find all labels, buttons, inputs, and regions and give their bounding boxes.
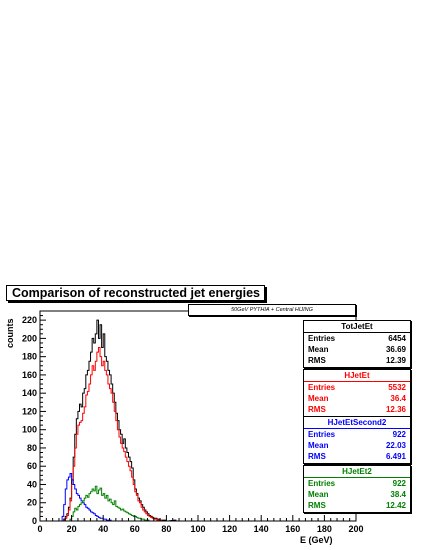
stats-header: HJetEt <box>304 370 410 382</box>
stats-entries-label: Entries <box>308 334 336 343</box>
stats-rms-value: 12.36 <box>385 405 406 414</box>
stats-header: HJetEtSecond2 <box>304 417 410 429</box>
y-axis-label: counts <box>5 318 15 348</box>
stats-entries-value: 6454 <box>388 334 406 343</box>
stats-box-totjetet: TotJetEt Entries 6454 Mean 36.69 RMS 12.39 <box>303 320 411 368</box>
y-tick-label: 20 <box>27 498 37 508</box>
stats-rms-value: 12.42 <box>385 501 406 510</box>
stats-mean-label: Mean <box>308 345 329 354</box>
stats-rms-value: 12.39 <box>385 356 406 365</box>
stats-box-hjetet: HJetEt Entries 5532 Mean 36.4 RMS 12.36 <box>303 369 411 417</box>
y-tick-label: 220 <box>22 315 37 325</box>
chart-title: Comparison of reconstructed jet energies <box>6 285 265 301</box>
stats-entries-value: 5532 <box>388 383 406 392</box>
stats-entries-label: Entries <box>308 383 336 392</box>
stats-header: TotJetEt <box>304 321 410 333</box>
x-tick-label: 0 <box>37 524 42 534</box>
stats-rms-label: RMS <box>308 501 326 510</box>
y-tick-label: 80 <box>27 443 37 453</box>
y-tick-label: 160 <box>22 370 37 380</box>
stats-mean-value: 36.69 <box>385 345 406 354</box>
stats-box-hjetetsecond2: HJetEtSecond2 Entries 922 Mean 22.03 RMS 6.… <box>303 416 411 464</box>
histogram-hjetet2 <box>68 485 151 522</box>
y-tick-label: 40 <box>27 479 37 489</box>
x-tick-label: 40 <box>98 524 108 534</box>
stats-rms-label: RMS <box>308 405 326 414</box>
histogram-totjetet <box>58 319 178 522</box>
stats-entries-value: 922 <box>392 479 406 488</box>
stats-mean-label: Mean <box>308 394 329 403</box>
y-tick-label: 200 <box>22 333 37 343</box>
x-tick-label: 120 <box>222 524 237 534</box>
stats-entries-label: Entries <box>308 479 336 488</box>
stats-mean-label: Mean <box>308 441 329 450</box>
stats-mean-value: 22.03 <box>385 441 406 450</box>
stats-entries-value: 922 <box>392 430 406 439</box>
x-axis-label: E (GeV) <box>300 535 333 545</box>
stats-entries-label: Entries <box>308 430 336 439</box>
stats-rms-label: RMS <box>308 356 326 365</box>
x-tick-label: 180 <box>317 524 332 534</box>
y-tick-label: 60 <box>27 461 37 471</box>
x-tick-label: 140 <box>254 524 269 534</box>
chart-subtitle: 50GeV PYTHIA + Central HIJING <box>188 304 356 316</box>
stats-rms-value: 6.491 <box>385 452 406 461</box>
x-tick-label: 20 <box>67 524 77 534</box>
x-tick-label: 200 <box>348 524 363 534</box>
stats-mean-value: 38.4 <box>390 490 406 499</box>
y-tick-label: 180 <box>22 352 37 362</box>
x-tick-label: 160 <box>285 524 300 534</box>
x-tick-label: 60 <box>130 524 140 534</box>
stats-mean-label: Mean <box>308 490 329 499</box>
y-tick-label: 120 <box>22 406 37 416</box>
y-tick-label: 0 <box>32 516 37 526</box>
y-tick-label: 100 <box>22 425 37 435</box>
stats-rms-label: RMS <box>308 452 326 461</box>
histogram-hjetetsecond2 <box>60 473 113 522</box>
x-tick-label: 100 <box>190 524 205 534</box>
stats-mean-value: 36.4 <box>390 394 406 403</box>
stats-box-hjetet2: HJetEt2 Entries 922 Mean 38.4 RMS 12.42 <box>303 465 411 513</box>
x-tick-label: 80 <box>161 524 171 534</box>
y-tick-label: 140 <box>22 388 37 398</box>
histogram-hjetet <box>62 347 164 522</box>
stats-header: HJetEt2 <box>304 466 410 478</box>
